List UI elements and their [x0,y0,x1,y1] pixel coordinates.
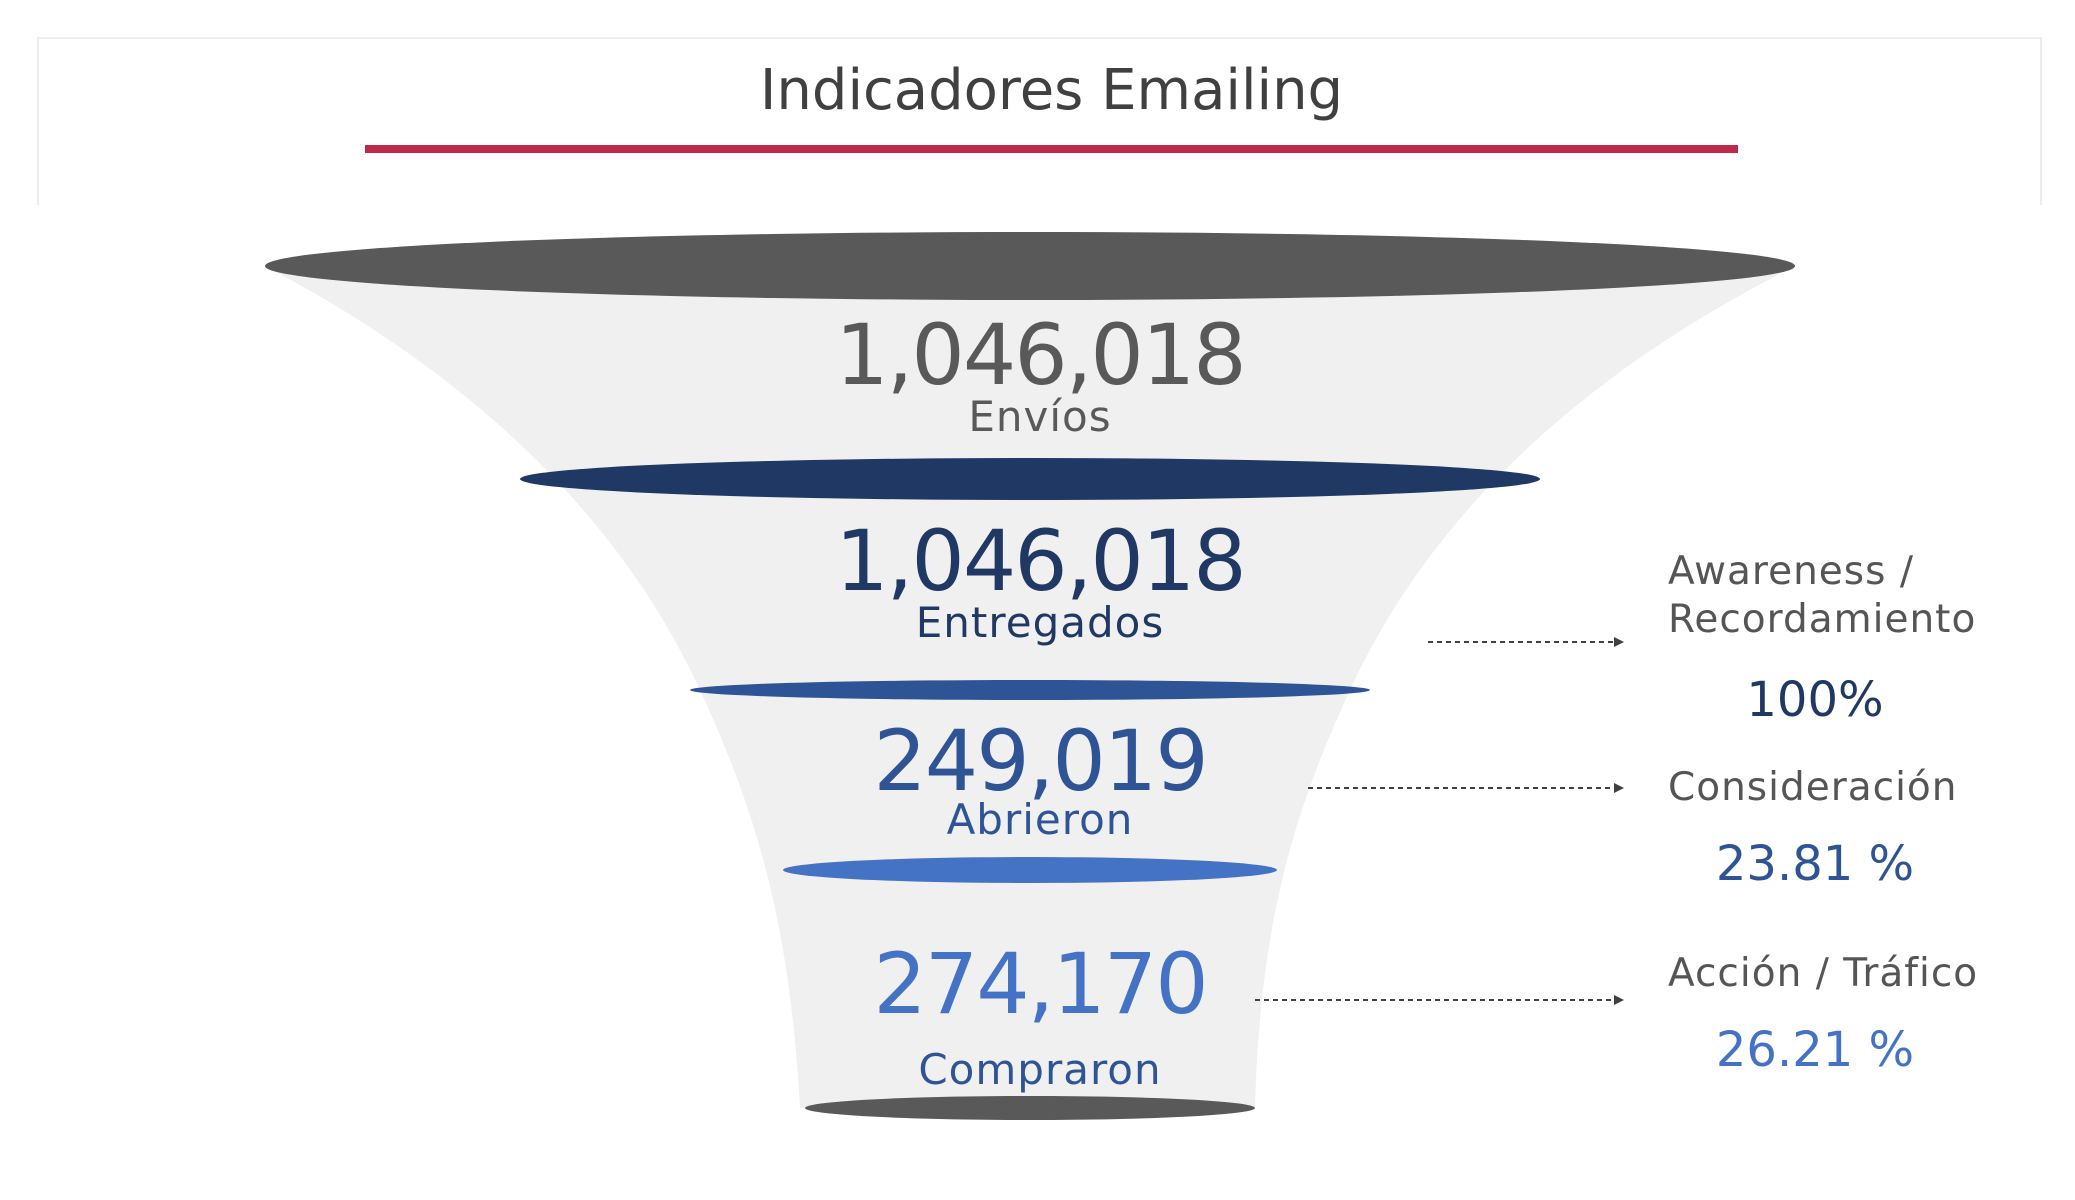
stage-abrieron-value: 249,019 [873,712,1208,810]
stage-envios-label: Envíos [968,392,1112,441]
stage-abrieron-label: Abrieron [946,795,1134,844]
stage-envios-value: 1,046,018 [835,306,1247,404]
metric-accion-value: 26.21 % [1715,1022,1915,1078]
stage-entregados-label: Entregados [915,598,1165,647]
stage-entregados-value: 1,046,018 [835,512,1247,610]
metric-consideracion-label: Consideración [1668,765,1958,810]
funnel-base [805,1096,1255,1120]
funnel-ring-entregados [520,458,1540,500]
page-title: Indicadores Emailing [759,58,1344,123]
title-underline [365,145,1738,153]
metric-awareness-label-text: Awareness / Recordamiento [1668,549,1977,642]
stage-compraron-value: 274,170 [873,935,1208,1033]
funnel-ring-compraron [783,857,1277,883]
metric-awareness-value: 100% [1746,672,1884,728]
funnel-ring-abrieron [690,680,1370,700]
metric-consideracion-value: 23.81 % [1715,836,1915,892]
stage-compraron-label: Compraron [918,1045,1162,1094]
metric-awareness-label: Awareness / Recordamiento [1668,548,1976,644]
metric-accion-label: Acción / Tráfico [1668,951,1979,996]
funnel-rim-envios [265,232,1795,300]
header-panel [37,37,2042,205]
